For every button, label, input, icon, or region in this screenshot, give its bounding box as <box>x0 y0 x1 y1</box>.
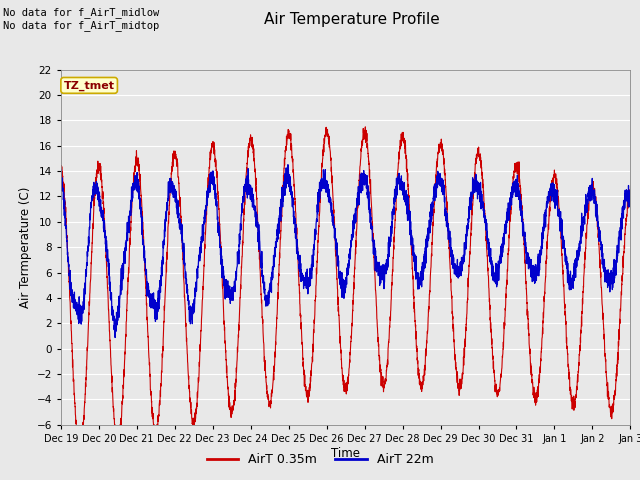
AirT 0.35m <box>573 384 580 389</box>
AirT 22m <box>111 335 119 340</box>
AirT 0.35m <box>179 256 187 262</box>
AirT 22m <box>573 256 580 262</box>
AirT 22m <box>57 180 65 186</box>
Line: AirT 22m: AirT 22m <box>61 165 630 337</box>
Text: Air Temperature Profile: Air Temperature Profile <box>264 12 440 27</box>
AirT 0.35m <box>57 166 65 171</box>
AirT 0.35m <box>402 142 410 148</box>
AirT 22m <box>179 248 187 254</box>
AirT 0.35m <box>412 324 419 330</box>
AirT 0.35m <box>627 193 634 199</box>
AirT 22m <box>412 269 419 275</box>
Line: AirT 0.35m: AirT 0.35m <box>61 127 630 451</box>
Legend: AirT 0.35m, AirT 22m: AirT 0.35m, AirT 22m <box>202 448 438 471</box>
AirT 22m <box>402 194 410 200</box>
Text: TZ_tmet: TZ_tmet <box>63 80 115 91</box>
AirT 0.35m <box>216 227 224 233</box>
AirT 0.35m <box>76 448 84 454</box>
Y-axis label: Air Termperature (C): Air Termperature (C) <box>19 187 32 308</box>
AirT 22m <box>627 204 634 210</box>
X-axis label: Time: Time <box>331 446 360 460</box>
AirT 0.35m <box>627 192 634 197</box>
AirT 22m <box>216 244 224 250</box>
AirT 0.35m <box>362 124 369 130</box>
AirT 22m <box>627 188 634 193</box>
Text: No data for f_AirT_midlow
No data for f_AirT_midtop: No data for f_AirT_midlow No data for f_… <box>3 7 159 31</box>
AirT 22m <box>284 162 292 168</box>
